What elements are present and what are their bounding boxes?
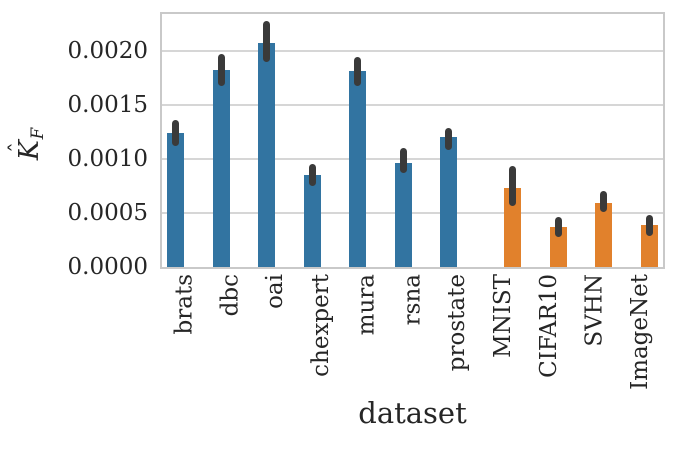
bar-MNIST <box>504 188 522 267</box>
gridline <box>162 157 663 160</box>
bar-CIFAR10 <box>549 226 567 267</box>
error-bar-MNIST <box>509 166 517 206</box>
y-tick-label: 0.0015 <box>67 91 148 118</box>
error-bar-chexpert <box>308 164 316 187</box>
x-tick-label-prostate: prostate <box>444 274 471 372</box>
x-tick-label-SVHN: SVHN <box>581 274 608 347</box>
bar-SVHN <box>595 203 613 267</box>
y-tick-label: 0.0000 <box>67 254 148 280</box>
plot-area <box>160 12 665 269</box>
ylabel-subscript: F <box>27 127 48 140</box>
bar-chexpert <box>303 175 321 267</box>
x-tick-label-CIFAR10: CIFAR10 <box>535 274 562 378</box>
bar-rsna <box>394 163 412 267</box>
x-tick-label-oai: oai <box>262 274 289 309</box>
x-axis-label: dataset <box>358 396 467 430</box>
error-bar-mura <box>354 56 362 86</box>
bar-ImageNet <box>641 224 659 267</box>
bar-mura <box>349 71 367 267</box>
gridline <box>162 103 663 106</box>
bar-brats <box>166 132 184 267</box>
x-tick-label-rsna: rsna <box>399 274 425 326</box>
y-tick-label: 0.0010 <box>67 145 148 172</box>
error-bar-rsna <box>399 147 407 174</box>
error-bar-oai <box>263 21 271 62</box>
x-tick-label-brats: brats <box>171 274 198 335</box>
y-tick-label: 0.0020 <box>67 37 148 64</box>
error-bar-dbc <box>217 53 225 86</box>
x-tick-label-dbc: dbc <box>216 274 243 317</box>
bar-dbc <box>212 70 230 267</box>
bar-oai <box>258 43 276 267</box>
error-bar-CIFAR10 <box>554 217 562 237</box>
error-bar-brats <box>171 119 179 147</box>
x-tick-label-mura: mura <box>353 274 380 336</box>
error-bar-ImageNet <box>646 214 654 236</box>
gridline <box>162 211 663 214</box>
bar-prostate <box>440 137 458 267</box>
x-tick-label-ImageNet: ImageNet <box>626 274 653 390</box>
error-bar-SVHN <box>600 191 608 213</box>
y-tick-label: 0.0005 <box>67 199 148 226</box>
x-tick-label-MNIST: MNIST <box>490 274 517 358</box>
gridline <box>162 49 663 52</box>
error-bar-prostate <box>445 128 453 151</box>
x-tick-label-chexpert: chexpert <box>307 274 334 377</box>
